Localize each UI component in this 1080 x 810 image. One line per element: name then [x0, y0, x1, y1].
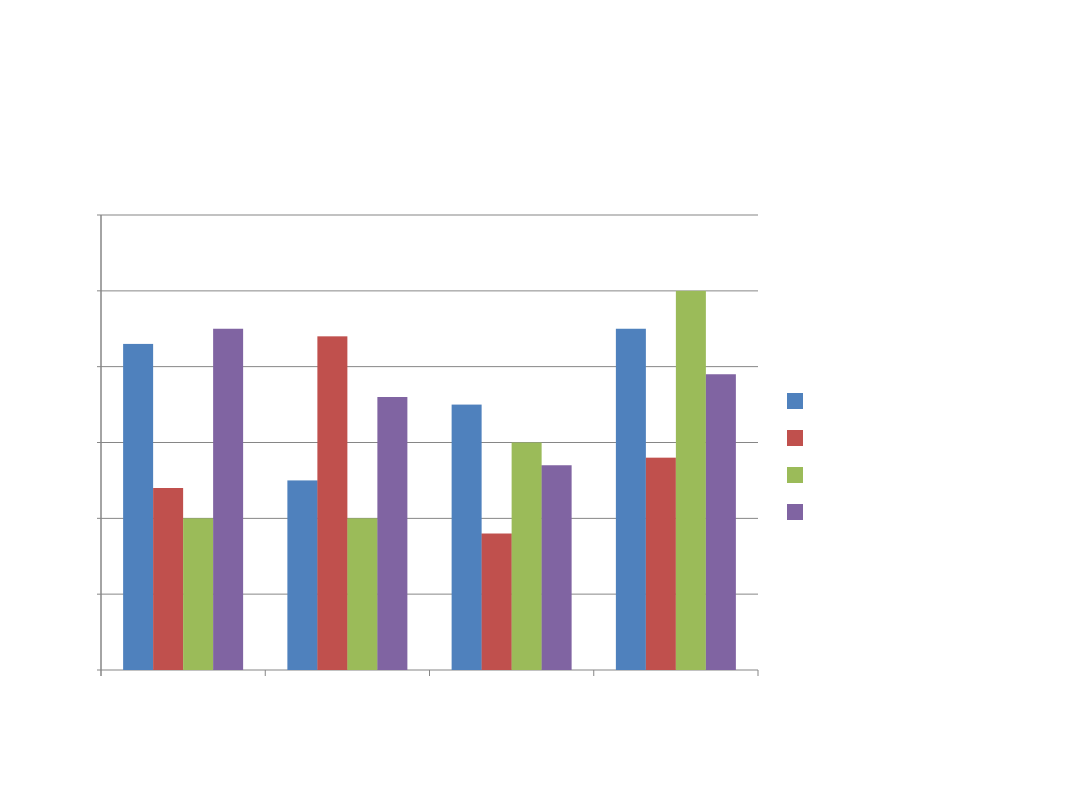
bar — [481, 533, 512, 670]
bar — [705, 374, 736, 670]
legend-swatch — [787, 504, 803, 520]
bar — [615, 328, 646, 670]
legend-swatch — [787, 430, 803, 446]
bar — [377, 397, 408, 670]
bar — [317, 336, 348, 670]
bar — [675, 290, 706, 670]
bar — [153, 488, 184, 670]
bar — [645, 457, 676, 670]
bar — [451, 404, 482, 670]
bar — [287, 480, 318, 670]
bar — [541, 465, 572, 670]
bar — [511, 442, 542, 670]
bar — [183, 518, 214, 670]
legend-swatch — [787, 393, 803, 409]
bar — [213, 328, 244, 670]
bar — [123, 343, 154, 670]
bar — [347, 518, 378, 670]
legend-swatch — [787, 467, 803, 483]
